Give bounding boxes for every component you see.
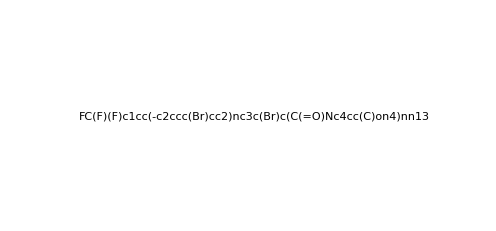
Text: FC(F)(F)c1cc(-c2ccc(Br)cc2)nc3c(Br)c(C(=O)Nc4cc(C)on4)nn13: FC(F)(F)c1cc(-c2ccc(Br)cc2)nc3c(Br)c(C(=… <box>79 112 430 122</box>
